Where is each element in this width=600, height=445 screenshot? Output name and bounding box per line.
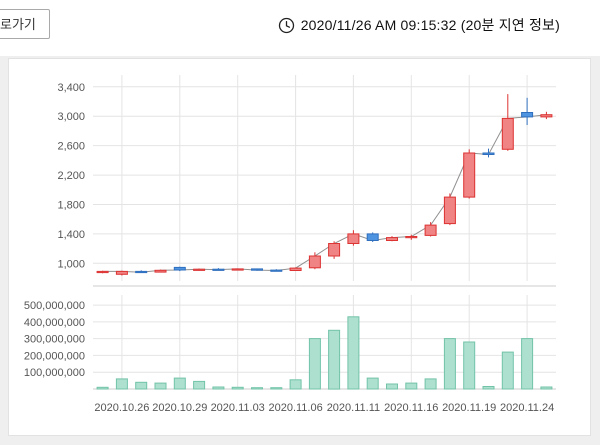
volume-bar xyxy=(540,386,553,390)
volume-bar xyxy=(386,383,398,390)
date-tick-label: 2020.11.19 xyxy=(442,402,496,414)
volume-bar xyxy=(251,387,263,390)
candle-body xyxy=(173,266,186,271)
candle-body xyxy=(115,270,128,275)
volume-bar xyxy=(424,378,437,390)
candle-body xyxy=(366,233,379,241)
clock-icon xyxy=(278,17,295,34)
top-header-bar: 로가기 2020/11/26 AM 09:15:32 (20분 지연 정보) xyxy=(0,0,600,56)
candle-body xyxy=(154,269,167,273)
volume-tick-label: 500,000,000 xyxy=(24,300,85,312)
volume-bar xyxy=(463,341,476,390)
candle-body xyxy=(521,112,534,118)
volume-bar xyxy=(289,379,302,390)
date-tick-label: 2020.10.26 xyxy=(94,402,149,414)
price-tick-label: 3,000 xyxy=(57,111,85,123)
candle-body xyxy=(328,243,341,257)
volume-bar xyxy=(96,386,109,390)
candle-body xyxy=(308,255,321,269)
candle-body xyxy=(540,114,553,118)
candle-body xyxy=(96,270,109,274)
price-tick-label: 1,400 xyxy=(57,229,85,241)
candle-body xyxy=(386,237,398,242)
volume-bar xyxy=(482,386,495,390)
delayed-quote-timestamp: 2020/11/26 AM 09:15:32 (20분 지연 정보) xyxy=(300,17,560,33)
candle-body xyxy=(270,269,283,272)
candle-body xyxy=(251,268,263,271)
candle-body xyxy=(482,152,495,155)
volume-tick-label: 100,000,000 xyxy=(24,367,85,379)
volume-bar xyxy=(173,377,186,390)
volume-bar xyxy=(405,382,418,390)
price-tick-label: 1,000 xyxy=(57,258,85,270)
candle-body xyxy=(443,196,456,225)
candlestick-volume-chart[interactable]: 3,400 3,000 2,600 2,200 1,800 1,400 1,000 500,0… xyxy=(9,59,590,435)
date-tick-label: 2020.10.29 xyxy=(152,402,207,414)
price-tick-label: 2,200 xyxy=(57,170,85,182)
volume-bar xyxy=(366,377,379,390)
date-tick-label: 2020.11.11 xyxy=(327,402,380,414)
volume-tick-label: 200,000,000 xyxy=(24,350,85,362)
date-tick-label: 2020.11.24 xyxy=(500,402,554,414)
volume-bar xyxy=(231,386,244,390)
close-price-line xyxy=(102,114,547,273)
volume-bar xyxy=(115,378,128,390)
candle-body xyxy=(405,236,418,239)
volume-tick-label: 300,000,000 xyxy=(24,334,85,346)
candle-body xyxy=(424,224,437,236)
candle-body xyxy=(231,268,244,271)
volume-bar xyxy=(347,316,360,390)
candle-body xyxy=(135,270,148,274)
candle-body xyxy=(501,117,514,150)
volume-tick-label: 400,000,000 xyxy=(24,317,85,329)
volume-bar xyxy=(270,387,283,390)
timestamp-row: 2020/11/26 AM 09:15:32 (20분 지연 정보) xyxy=(278,15,560,35)
price-tick-label: 1,800 xyxy=(57,200,85,212)
date-tick-label: 2020.11.16 xyxy=(384,402,438,414)
candle-body xyxy=(193,268,206,271)
volume-bar xyxy=(193,380,206,390)
volume-bar xyxy=(154,382,167,390)
chart-svg: 3,400 3,000 2,600 2,200 1,800 1,400 1,000 500,0… xyxy=(24,75,556,414)
candle-body xyxy=(289,267,302,272)
volume-bar xyxy=(308,338,321,390)
date-tick-label: 2020.11.06 xyxy=(268,402,322,414)
price-tick-label: 2,600 xyxy=(57,141,85,153)
candle-body xyxy=(347,233,360,244)
date-tick-label: 2020.11.03 xyxy=(211,402,265,414)
volume-bar xyxy=(521,338,534,390)
volume-bar xyxy=(501,351,514,390)
volume-bar xyxy=(443,338,456,390)
volume-bar xyxy=(212,386,225,390)
candle-body xyxy=(212,268,225,271)
price-tick-label: 3,400 xyxy=(57,82,85,94)
stock-chart-panel: 3,400 3,000 2,600 2,200 1,800 1,400 1,000 500,0… xyxy=(8,58,591,436)
volume-bar xyxy=(328,329,341,390)
volume-bar xyxy=(135,381,148,390)
candle-body xyxy=(463,152,476,198)
shortcut-button[interactable]: 로가기 xyxy=(0,9,50,39)
